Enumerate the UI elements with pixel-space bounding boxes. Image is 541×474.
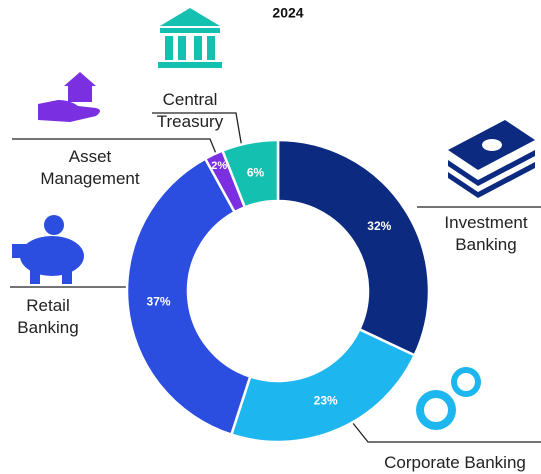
house-hand-icon	[38, 72, 100, 122]
leader-line	[351, 421, 541, 443]
donut-segment	[125, 156, 252, 437]
leader-line	[152, 112, 243, 149]
category-label: Investment Banking	[444, 213, 528, 254]
data-label: 6%	[247, 165, 265, 179]
donut-segment	[220, 138, 280, 209]
leader-lines	[10, 112, 541, 443]
category-label: Central Treasury	[156, 90, 224, 131]
data-label: 32%	[367, 219, 391, 233]
piggy-icon	[12, 215, 84, 284]
category-label: Asset Management	[40, 147, 140, 188]
chart-title: 2024	[272, 5, 303, 21]
data-label: 2%	[211, 160, 227, 172]
data-label: 37%	[147, 294, 171, 308]
donut-segment	[229, 327, 417, 444]
data-label: 23%	[314, 393, 338, 407]
gears-icon	[416, 367, 481, 430]
category-label: Retail Banking	[17, 296, 79, 337]
category-label: Corporate Banking	[384, 453, 526, 472]
bank-icon	[158, 8, 222, 68]
money-icon	[448, 120, 535, 198]
leader-line	[12, 138, 218, 157]
donut-segment	[276, 138, 431, 357]
